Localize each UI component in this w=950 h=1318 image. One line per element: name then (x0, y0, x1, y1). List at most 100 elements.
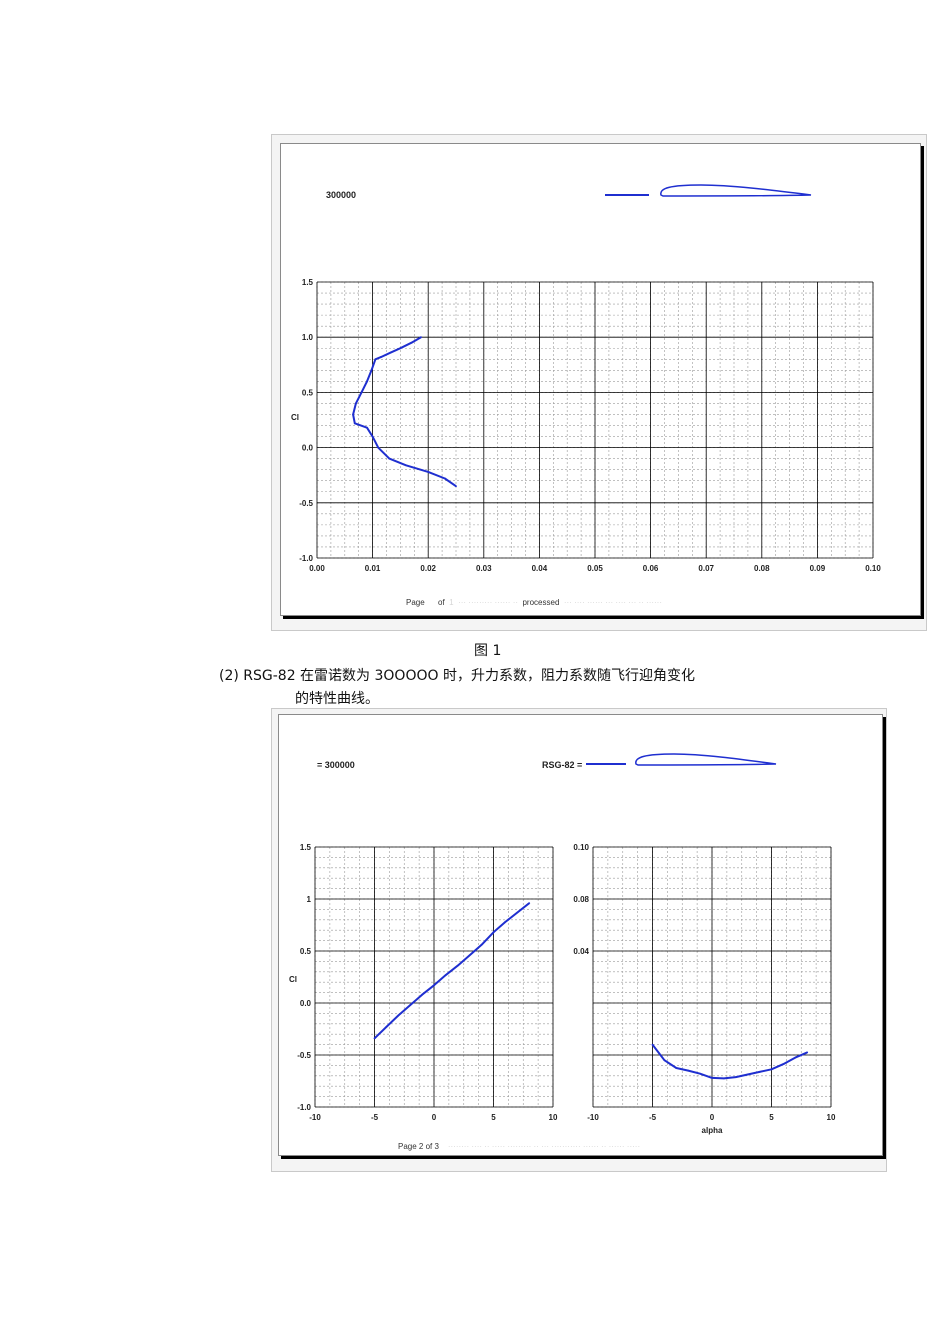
footer-page: Page (406, 598, 425, 607)
data-point (371, 435, 374, 438)
data-point (421, 993, 423, 996)
series-line (352, 336, 457, 488)
x-axis-label: alpha (702, 1126, 723, 1135)
data-point (806, 1051, 809, 1054)
airfoil-shape (635, 753, 777, 766)
figure-2-frame: = 300000 RSG-82 = -10 -5 0 5 10 -1.0 -0.5 0.0 0.… (271, 708, 887, 1172)
airfoil-name: RSG-82 = (542, 760, 583, 770)
data-point (675, 1067, 678, 1069)
data-point (420, 336, 422, 339)
data-point (455, 485, 457, 488)
data-point (468, 954, 471, 957)
x-tick-label: 0 (432, 1113, 437, 1122)
cl-alpha-chart: -10 -5 0 5 10 -1.0 -0.5 0.0 0.5 1 1.5 Cl (289, 843, 558, 1122)
data-point (397, 1014, 400, 1017)
data-point (794, 1056, 797, 1059)
data-point (373, 1037, 376, 1040)
data-point (770, 1068, 773, 1071)
x-tick-label: 0.07 (698, 564, 714, 573)
cl-alpha-and-cd-alpha-charts: -10 -5 0 5 10 -1.0 -0.5 0.0 0.5 1 1.5 Cl -10 -5 0 5 10 0.… (289, 843, 836, 1135)
series-line (373, 902, 530, 1040)
paragraph-line-1: (2) RSG-82 在雷诺数为 3OOOOO 时，升力系数，阻力系数随飞行迎角… (219, 668, 695, 684)
x-tick-label: 0.02 (420, 564, 436, 573)
data-point (456, 964, 459, 967)
polar-chart: 0.00 0.01 0.02 0.03 0.04 0.05 0.06 0.07 0.08 0.09… (291, 278, 881, 573)
data-point (399, 347, 402, 350)
y-tick-label: 0.5 (300, 947, 312, 956)
data-point (504, 920, 507, 923)
footer-of: of (438, 598, 445, 607)
x-tick-label: 0.08 (754, 564, 770, 573)
y-tick-label: -1.0 (297, 1103, 311, 1112)
data-point (528, 902, 531, 905)
x-tick-label: 0.05 (587, 564, 603, 573)
data-point (360, 391, 363, 394)
data-point (782, 1063, 785, 1065)
data-point (374, 358, 377, 361)
x-tick-label: 0.04 (532, 564, 548, 573)
y-tick-label: -0.5 (297, 1051, 311, 1060)
x-tick-label: 0.06 (643, 564, 659, 573)
data-point (355, 402, 357, 405)
data-point (352, 413, 355, 416)
data-point (366, 426, 368, 429)
x-tick-label: 5 (769, 1113, 774, 1122)
x-tick-label: 10 (549, 1113, 558, 1122)
data-point (366, 380, 368, 383)
data-point (480, 943, 483, 946)
data-point (353, 422, 356, 425)
airfoil-legend (605, 184, 812, 197)
x-tick-label: 0.01 (365, 564, 381, 573)
data-point (377, 446, 380, 449)
y-tick-label: 0.10 (573, 843, 589, 852)
y-tick-label: 1 (307, 895, 312, 904)
reynolds-label: = 300000 (317, 760, 355, 770)
data-point (746, 1073, 749, 1076)
data-point (385, 1026, 388, 1028)
y-tick-label: 1.0 (302, 333, 314, 342)
y-tick-label: 0.0 (300, 999, 312, 1008)
y-axis-label: Cl (291, 413, 299, 422)
data-point (405, 464, 407, 467)
data-point (445, 974, 447, 976)
figure-1-panel: 300000 0.00 0.01 0.02 0.03 0.04 0.05 0.06 0.07 0… (280, 143, 921, 616)
x-tick-label: 0 (710, 1113, 715, 1122)
data-point (758, 1071, 761, 1073)
data-point (427, 470, 430, 473)
data-point (380, 356, 382, 358)
figure-1-frame: 300000 0.00 0.01 0.02 0.03 0.04 0.05 0.06 0.07 0… (271, 134, 927, 631)
caption-figure-1: 图 1 (474, 643, 502, 659)
y-tick-label: 1.5 (300, 843, 312, 852)
series-line (651, 1043, 808, 1080)
x-tick-label: 0.00 (309, 564, 325, 573)
data-point (651, 1043, 654, 1046)
data-point (723, 1077, 725, 1080)
data-point (410, 341, 413, 344)
data-point (433, 984, 435, 987)
x-tick-label: -5 (371, 1113, 379, 1122)
y-tick-label: -0.5 (299, 499, 313, 508)
figure-2-panel: = 300000 RSG-82 = -10 -5 0 5 10 -1.0 -0.5 0.0 0.… (278, 714, 883, 1156)
x-tick-label: 5 (491, 1113, 496, 1122)
airfoil-legend (586, 753, 777, 766)
x-tick-label: 10 (827, 1113, 836, 1122)
data-point (388, 457, 391, 460)
data-point (711, 1076, 713, 1079)
footer: Page of 1 ··· ········· ······ ·· proces… (406, 598, 663, 607)
footer-processed: processed (522, 598, 560, 607)
data-point (409, 1004, 412, 1006)
x-tick-label: -10 (587, 1113, 599, 1122)
x-tick-label: 0.03 (476, 564, 492, 573)
data-point (492, 931, 495, 934)
x-tick-label: -10 (309, 1113, 321, 1122)
data-point (687, 1069, 690, 1072)
y-tick-label: 0.5 (302, 388, 314, 397)
airfoil-shape (660, 184, 812, 197)
y-tick-label: -1.0 (299, 554, 313, 563)
x-tick-label: 0.10 (865, 564, 881, 573)
reynolds-label: 300000 (326, 190, 357, 200)
data-point (389, 351, 392, 354)
y-tick-label: 0.04 (573, 947, 589, 956)
x-tick-label: -5 (649, 1113, 657, 1122)
data-point (443, 477, 446, 480)
